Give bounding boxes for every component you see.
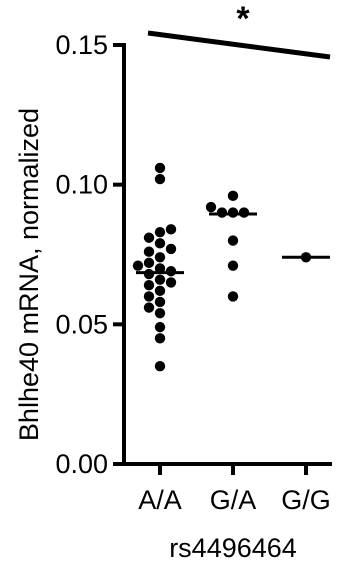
data-point [154, 274, 166, 285]
y-ticks: 0.00 0.05 0.10 0.15 [55, 30, 124, 479]
mean-lines [136, 212, 330, 275]
data-point [143, 246, 155, 257]
x-axis-title: rs4496464 [169, 533, 297, 563]
data-point [154, 173, 166, 185]
x-tick-label: G/A [210, 485, 257, 515]
data-points [132, 162, 312, 372]
y-axis: 0.00 0.05 0.10 0.15 [55, 30, 126, 479]
significance-marker: * [236, 0, 250, 38]
data-point [143, 280, 155, 291]
data-point [165, 243, 177, 255]
data-point [154, 226, 166, 238]
data-point [165, 277, 177, 288]
x-ticks: A/A G/A G/G [138, 464, 331, 515]
x-tick-label: A/A [138, 485, 182, 515]
y-tick-label: 0.00 [55, 449, 108, 479]
y-tick-label: 0.10 [55, 170, 108, 200]
data-point [227, 260, 239, 271]
data-point [227, 291, 239, 302]
x-tick-label: G/G [281, 485, 331, 515]
x-axis: A/A G/A G/G [122, 462, 332, 515]
data-point [205, 201, 217, 213]
data-point [227, 235, 239, 246]
data-point [154, 321, 166, 333]
data-point [154, 333, 166, 344]
data-point [154, 238, 166, 249]
data-point [143, 232, 155, 243]
y-tick-label: 0.15 [55, 30, 108, 60]
data-point [227, 190, 239, 202]
data-point [143, 257, 155, 269]
y-axis-title: Bhlhe40 mRNA, normalized [14, 108, 44, 441]
data-point [154, 252, 166, 263]
data-point [154, 162, 166, 174]
data-point [154, 263, 166, 274]
data-point [154, 361, 166, 372]
significance-annotation: * [147, 0, 331, 60]
data-point [154, 285, 166, 297]
data-point [143, 302, 155, 313]
significance-bar [147, 30, 331, 60]
y-tick-label: 0.05 [55, 309, 108, 339]
data-point [132, 260, 144, 271]
data-point [154, 307, 166, 319]
data-point [165, 224, 177, 235]
data-point [143, 291, 155, 302]
data-point [154, 296, 166, 308]
